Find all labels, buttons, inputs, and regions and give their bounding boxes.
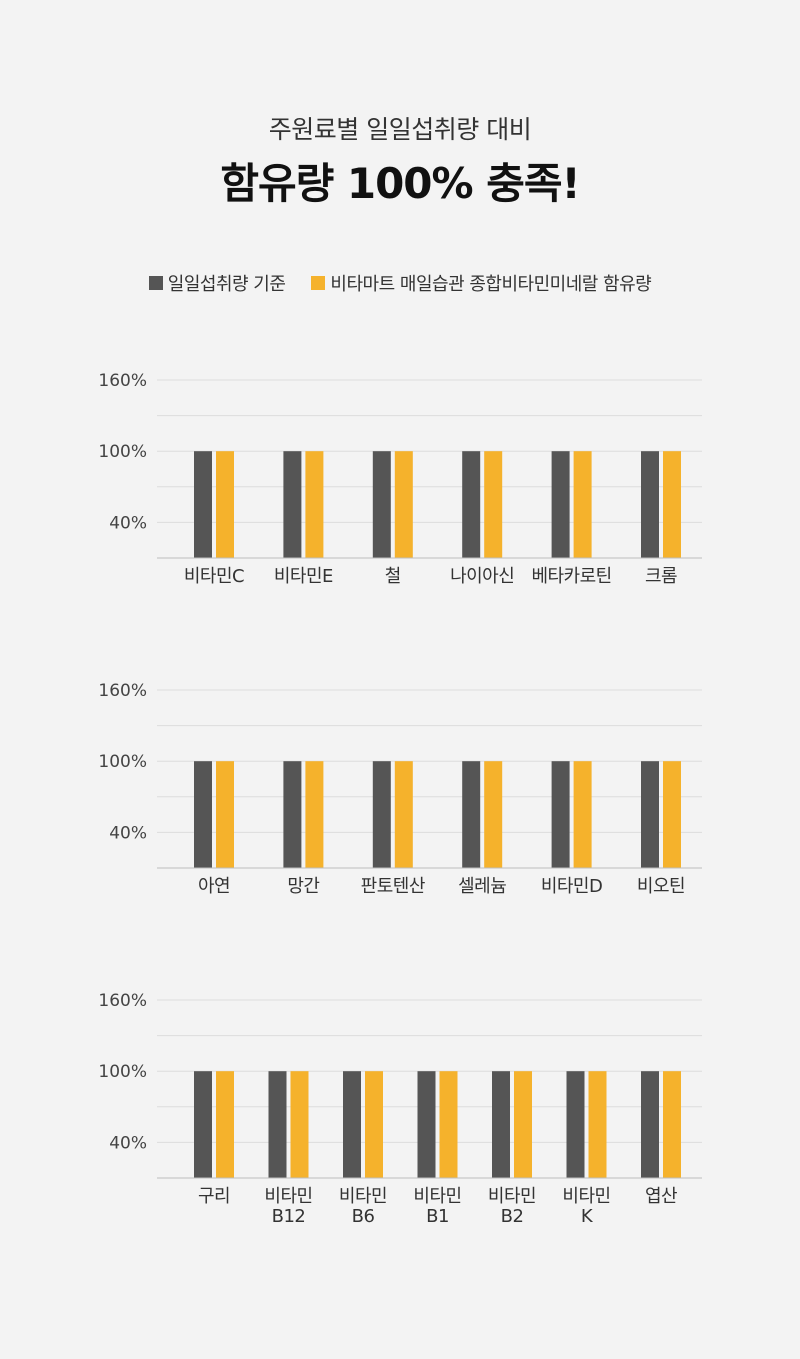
x-tick-label: 비타민E [274,566,333,587]
bar-daily-intake [283,451,302,558]
bar-product-content [216,761,234,868]
bar-daily-intake [551,451,570,558]
x-tick-label: B6 [352,1206,375,1227]
x-tick-label: 비타민 [488,1186,536,1207]
x-tick-label: 비타민 [339,1186,387,1207]
bar-daily-intake [551,761,570,868]
x-tick-label: 판토텐산 [361,876,425,897]
x-tick-label: 크롬 [645,566,677,587]
bar-product-content [663,761,681,868]
legend-swatch-daily-intake [148,276,163,290]
x-tick-label: 베타카로틴 [531,566,611,587]
legend-swatch-product-content [311,276,326,290]
x-tick-label: 철 [385,566,401,587]
bar-daily-intake [283,761,302,868]
y-tick-label: 160% [98,681,147,701]
bar-daily-intake [372,761,391,868]
bar-daily-intake [566,1071,585,1178]
bar-product-content [394,761,413,868]
bar-product-content [394,451,413,558]
x-tick-label: 망간 [287,876,319,897]
bar-product-content [573,761,592,868]
bar-chart-1: 160% 100% 40% 비타민C 비타민E 철 나이아신 베타카로틴 크롬 [98,371,702,587]
bar-daily-intake [492,1071,510,1178]
bar-product-content [573,451,592,558]
x-tick-label: 비타민 [264,1186,312,1207]
bar-chart-2: 160% 100% 40% 아연 망간 판토텐산 셀레늄 비타민D 비오틴 [98,681,702,897]
legend: 일일섭취량 기준 비타마트 매일습관 종합비타민미네랄 함유량 [0,270,800,296]
y-tick-label: 40% [109,1133,147,1153]
bar-daily-intake [641,1071,659,1178]
y-tick-label: 40% [109,513,147,533]
bar-product-content [305,761,324,868]
legend-label-daily-intake: 일일섭취량 기준 [167,274,286,295]
bar-daily-intake [268,1071,287,1178]
chart-subtitle: 주원료별 일일섭취량 대비 [268,115,532,144]
bar-product-content [216,451,234,558]
x-tick-label: B1 [426,1206,449,1227]
bar-daily-intake [194,761,212,868]
chart-title: 함유량 100% 충족! [220,159,580,208]
bar-product-content [663,1071,681,1178]
bar-product-content [484,451,503,558]
y-tick-label: 160% [98,991,147,1011]
x-tick-label: 비타민C [184,566,244,587]
bar-product-content [439,1071,458,1178]
x-tick-label: 아연 [198,876,230,897]
bar-daily-intake [194,451,212,558]
x-tick-label: 구리 [198,1186,230,1207]
y-tick-label: 160% [98,371,147,391]
x-tick-label: 비오틴 [637,876,685,897]
bar-product-content [663,451,681,558]
bar-daily-intake [417,1071,436,1178]
x-tick-label: B12 [272,1206,306,1227]
bar-daily-intake [641,761,659,868]
bar-product-content [484,761,503,868]
x-tick-label: 비타민D [541,876,603,897]
y-tick-label: 100% [98,1062,147,1082]
x-tick-label: 비타민 [413,1186,461,1207]
bar-daily-intake [462,451,481,558]
x-tick-label: 나이아신 [450,566,514,587]
bar-product-content [365,1071,383,1178]
legend-item-product-content: 비타마트 매일습관 종합비타민미네랄 함유량 [311,270,652,296]
bar-product-content [588,1071,607,1178]
x-tick-label: 비타민 [562,1186,610,1207]
x-tick-label: B2 [501,1206,524,1227]
x-tick-label: 엽산 [645,1186,677,1207]
x-tick-label: 셀레늄 [458,876,506,897]
bar-daily-intake [462,761,481,868]
bar-product-content [305,451,324,558]
x-tick-label: K [581,1206,594,1227]
bar-daily-intake [343,1071,361,1178]
bar-daily-intake [641,451,659,558]
y-tick-label: 40% [109,823,147,843]
bar-product-content [514,1071,532,1178]
bar-product-content [216,1071,234,1178]
y-tick-label: 100% [98,752,147,772]
legend-label-product-content: 비타마트 매일습관 종합비타민미네랄 함유량 [330,274,652,295]
legend-item-daily-intake: 일일섭취량 기준 [148,270,286,296]
bar-daily-intake [194,1071,212,1178]
bar-product-content [290,1071,309,1178]
bar-daily-intake [372,451,391,558]
y-tick-label: 100% [98,442,147,462]
